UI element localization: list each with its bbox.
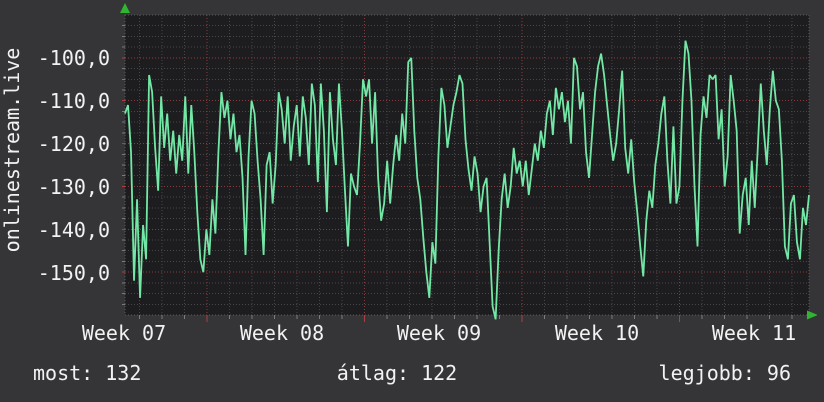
y-tick-label: -140,0 [37, 218, 110, 242]
signal-line [124, 40, 810, 320]
x-axis-arrow-icon [807, 310, 817, 320]
vertical-axis-title: onlinestream.live [0, 47, 24, 253]
y-tick-label: -150,0 [37, 261, 110, 285]
y-axis-labels: -100,0 -110,0 -120,0 -130,0 -140,0 -150,… [28, 0, 110, 320]
y-tick-label: -120,0 [37, 132, 110, 156]
y-tick-label: -100,0 [37, 46, 110, 70]
x-tick-label: Week 07 [81, 321, 167, 345]
stat-atlag: átlag: 122 [336, 361, 458, 385]
x-tick-label: Week 11 [711, 321, 797, 345]
y-axis-arrow-icon [120, 3, 130, 13]
stat-legjobb: legjobb: 96 [658, 361, 791, 385]
stat-most: most: 132 [33, 361, 142, 385]
y-tick-label: -130,0 [37, 175, 110, 199]
axis-ticks [122, 25, 793, 322]
x-tick-label: Week 08 [239, 321, 325, 345]
x-tick-label: Week 09 [396, 321, 482, 345]
plot-area [120, 3, 817, 322]
y-tick-label: -110,0 [37, 89, 110, 113]
x-tick-label: Week 10 [554, 321, 640, 345]
grid-layer [124, 14, 810, 316]
